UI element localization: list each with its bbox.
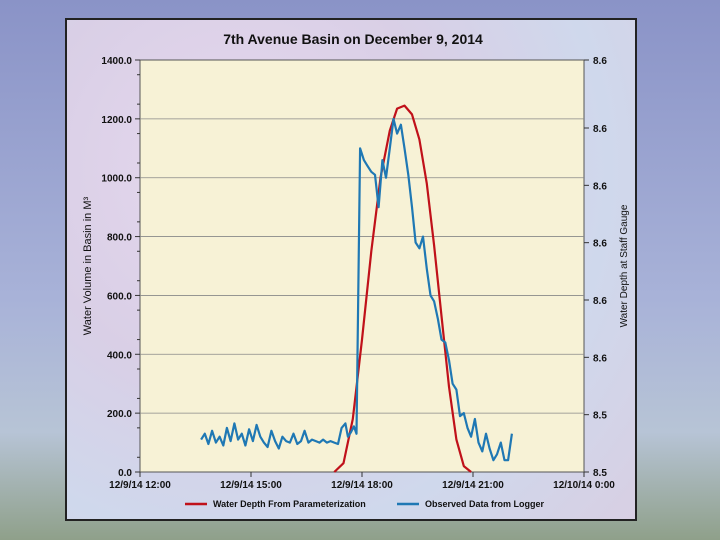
x-tick-label: 12/9/14 15:00 (220, 480, 282, 491)
y-tick-label: 1200.0 (101, 115, 132, 126)
x-axis-ticks: 12/9/14 12:00 12/9/14 15:00 12/9/14 18:00 1… (109, 472, 615, 491)
plot-area (139, 59, 585, 473)
y-axis-ticks: 0.0 200.0 400.0 600.0 800.0 1000.0 1200.0 1400.… (101, 56, 140, 479)
series-line-logger (200, 117, 513, 462)
y-tick-label: 0.0 (118, 468, 132, 479)
y-tick-label: 1000.0 (101, 174, 132, 185)
grid-lines (140, 118, 584, 414)
legend: Water Depth From Parameterization Observe… (185, 499, 545, 509)
x-tick-label: 12/9/14 18:00 (331, 480, 393, 491)
y-tick-label: 800.0 (107, 233, 132, 244)
y2-tick-label: 8.6 (593, 56, 607, 67)
series-line-parameterization (333, 104, 472, 473)
y-tick-label: 600.0 (107, 291, 132, 302)
y2-tick-label: 8.5 (593, 468, 607, 479)
y2-tick-label: 8.6 (593, 239, 607, 250)
chart-frame: 7th Avenue Basin on December 9, 2014 0.0… (65, 18, 637, 521)
x-tick-label: 12/10/14 0:00 (553, 480, 615, 491)
series-group (200, 104, 513, 473)
x-tick-label: 12/9/14 21:00 (442, 480, 504, 491)
y2-tick-label: 8.6 (593, 296, 607, 307)
y2-tick-label: 8.6 (593, 124, 607, 135)
y-tick-label: 1400.0 (101, 56, 132, 67)
legend-label: Observed Data from Logger (425, 499, 545, 509)
y-axis-label: Water Volume in Basin in M³ (82, 196, 94, 335)
line-chart: 7th Avenue Basin on December 9, 2014 0.0… (82, 31, 630, 509)
y-tick-label: 400.0 (107, 350, 132, 361)
y2-axis-ticks: 8.5 8.5 8.6 8.6 8.6 8.6 8.6 8.6 (584, 56, 607, 479)
legend-label: Water Depth From Parameterization (213, 499, 366, 509)
y2-axis-label: Water Depth at Staff Gauge (619, 204, 630, 327)
y2-tick-label: 8.6 (593, 353, 607, 364)
x-tick-label: 12/9/14 12:00 (109, 480, 171, 491)
y-tick-label: 200.0 (107, 409, 132, 420)
y2-tick-label: 8.5 (593, 411, 607, 422)
chart-title: 7th Avenue Basin on December 9, 2014 (223, 31, 483, 47)
y2-tick-label: 8.6 (593, 181, 607, 192)
